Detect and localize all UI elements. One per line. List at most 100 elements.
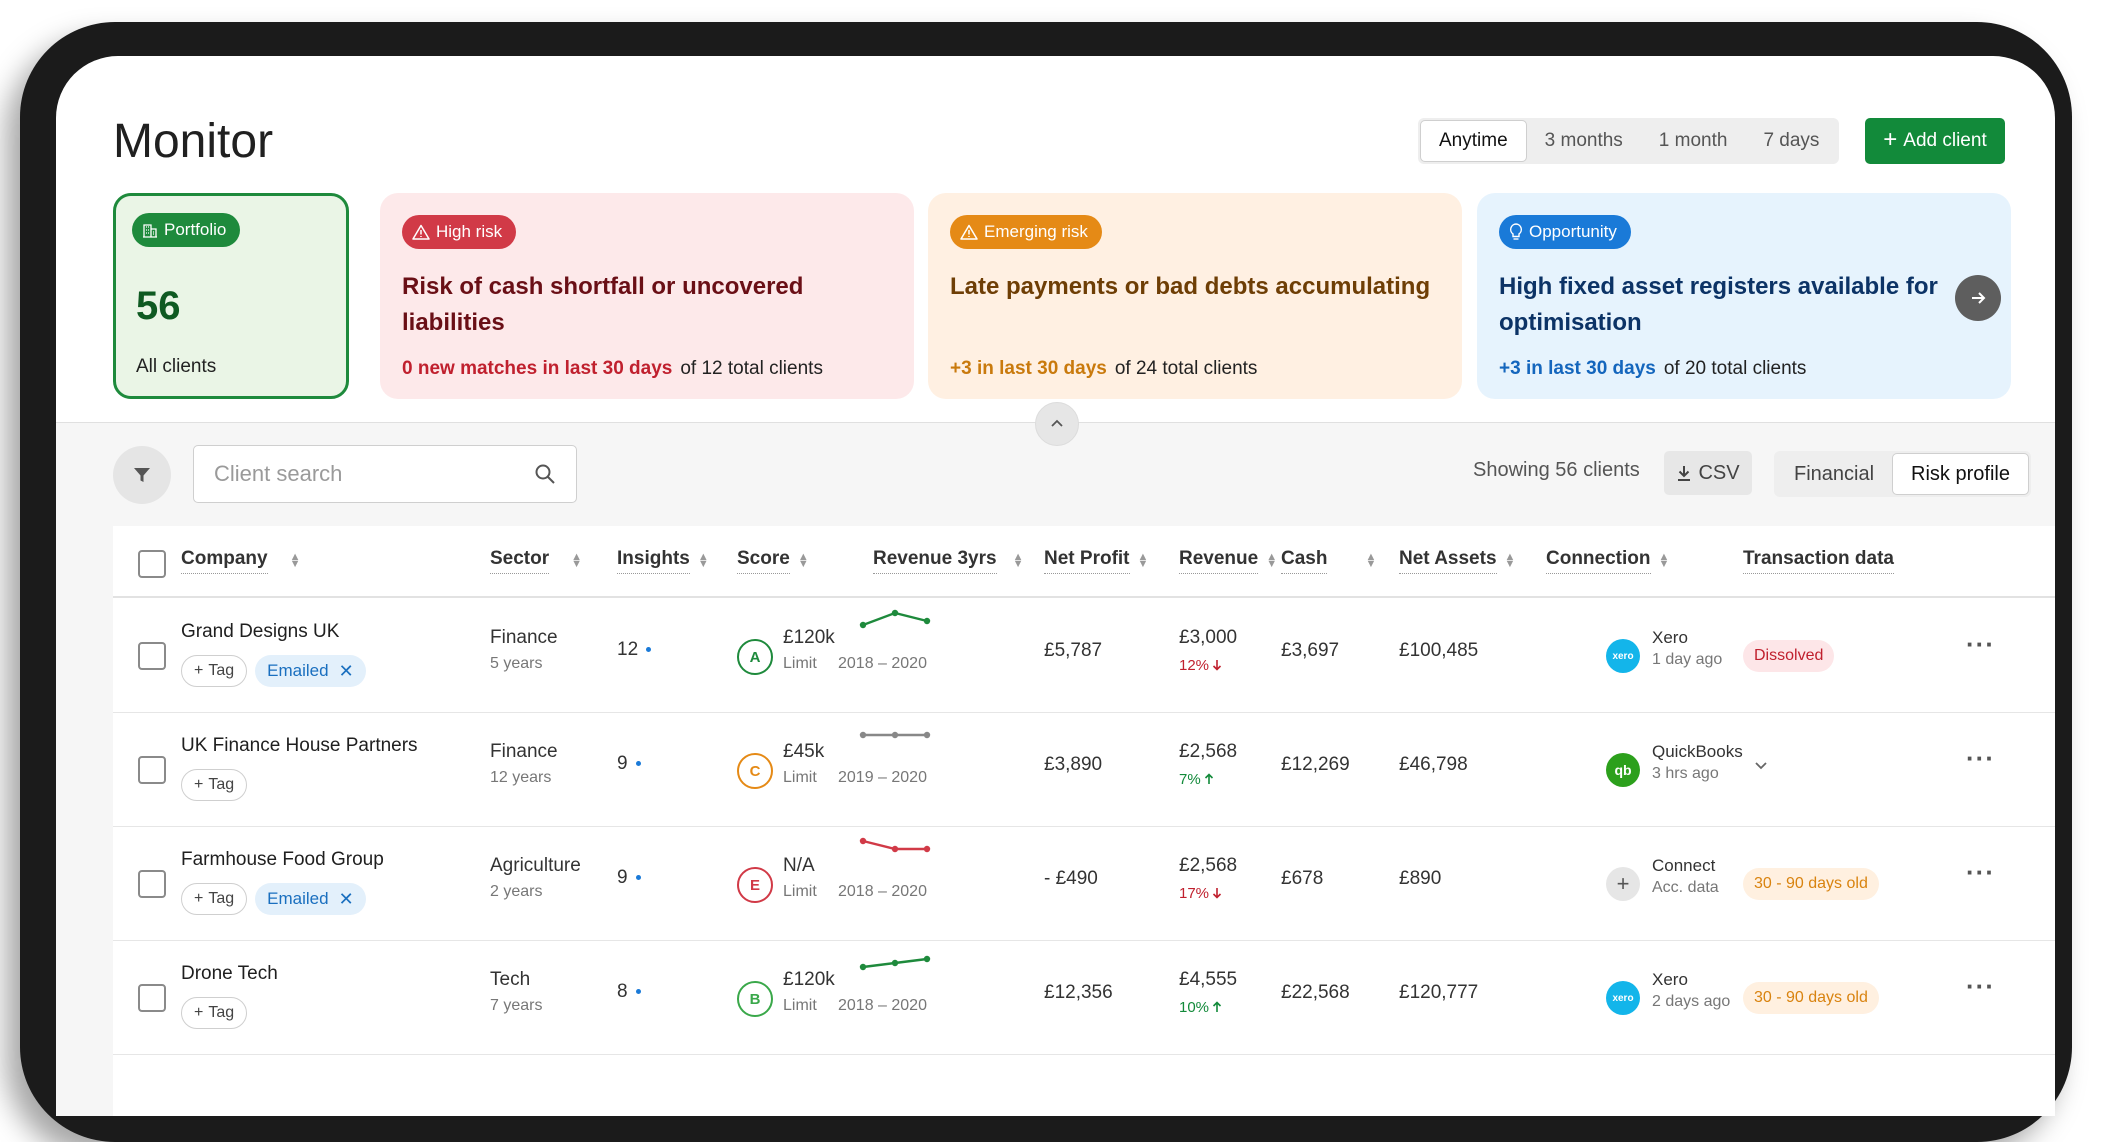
plus-icon: + — [194, 890, 204, 907]
net-profit: £12,356 — [1044, 982, 1113, 1003]
net-profit: £3,890 — [1044, 754, 1103, 775]
emerging-risk-card[interactable]: Emerging risk Late payments or bad debts… — [928, 193, 1462, 399]
revenue-change: 7% — [1179, 771, 1214, 788]
sector: Agriculture — [490, 855, 581, 876]
col-company[interactable]: Company ▲ ▼ — [181, 548, 300, 574]
filter-button[interactable] — [113, 446, 171, 504]
row-tags: + Tag — [181, 997, 248, 1029]
insights-count[interactable]: 12 — [617, 639, 652, 661]
csv-download-button[interactable]: CSV — [1664, 451, 1752, 495]
row-tags: + Tag Emailed ✕ — [181, 655, 366, 687]
revenue-trend-sparkline — [859, 731, 931, 739]
table-header: Company ▲ ▼ Sector ▲ ▼ Insights ▲ ▼ Score ▲ ▼ Re… — [113, 526, 2055, 598]
score-badge: A — [737, 639, 773, 675]
more-horizontal-icon[interactable]: ··· — [1966, 743, 1995, 773]
sector: Finance — [490, 627, 558, 648]
chevron-up-icon — [1051, 419, 1063, 427]
row-checkbox[interactable] — [138, 642, 166, 670]
table-row[interactable]: Drone Tech + Tag Tech 7 years 8 B £120k L… — [113, 941, 2055, 1055]
col-connection[interactable]: Connection ▲ ▼ — [1546, 548, 1669, 574]
revenue: £2,568 — [1179, 741, 1238, 762]
sort-icon: ▲ ▼ — [1266, 551, 1278, 570]
connection-name: QuickBooks — [1652, 742, 1743, 761]
high-risk-card[interactable]: High risk Risk of cash shortfall or unco… — [380, 193, 914, 399]
sort-icon: ▲ ▼ — [797, 551, 809, 570]
search-input[interactable] — [214, 461, 534, 487]
close-icon[interactable]: ✕ — [338, 888, 354, 909]
opportunity-sub: +3 in last 30 days of 20 total clients — [1499, 358, 1807, 379]
col-revenue-3yrs[interactable]: Revenue 3yrs ▲ ▼ — [873, 548, 1023, 574]
col-transaction-data[interactable]: Transaction data — [1743, 548, 1894, 574]
view-toggle: Financial Risk profile — [1774, 451, 2031, 497]
sector-age: 5 years — [490, 655, 543, 672]
col-net-profit[interactable]: Net Profit ▲ ▼ — [1044, 548, 1148, 574]
col-cash[interactable]: Cash ▲ ▼ — [1281, 548, 1376, 574]
portfolio-card[interactable]: Portfolio 56 All clients — [113, 193, 349, 399]
range-anytime[interactable]: Anytime — [1420, 120, 1527, 162]
sort-icon: ▲ ▼ — [697, 551, 709, 570]
search-icon[interactable] — [534, 463, 556, 485]
col-insights[interactable]: Insights ▲ ▼ — [617, 548, 709, 574]
col-sector[interactable]: Sector ▲ ▼ — [490, 548, 582, 574]
revenue-years: 2018 – 2020 — [838, 997, 927, 1014]
row-checkbox[interactable] — [138, 870, 166, 898]
net-assets: £46,798 — [1399, 754, 1468, 775]
range-7-days[interactable]: 7 days — [1763, 130, 1820, 151]
row-tags: + Tag Emailed ✕ — [181, 883, 366, 915]
table-row[interactable]: Farmhouse Food Group + Tag Emailed ✕ Agric… — [113, 827, 2055, 941]
company-name[interactable]: UK Finance House Partners — [181, 735, 418, 756]
add-client-button[interactable]: + Add client — [1865, 118, 2005, 164]
add-tag-button[interactable]: + Tag — [181, 883, 248, 915]
add-tag-button[interactable]: + Tag — [181, 769, 248, 801]
collapse-cards-button[interactable] — [1035, 402, 1079, 446]
chevron-down-icon[interactable] — [1754, 757, 1768, 773]
cash: £22,568 — [1281, 982, 1350, 1003]
transaction-status-badge: 30 - 90 days old — [1743, 868, 1879, 900]
company-name[interactable]: Grand Designs UK — [181, 621, 340, 642]
sector-age: 7 years — [490, 997, 543, 1014]
col-net-assets[interactable]: Net Assets ▲ ▼ — [1399, 548, 1515, 574]
insights-count[interactable]: 8 — [617, 981, 641, 1003]
insights-count[interactable]: 9 — [617, 753, 641, 775]
score-badge: C — [737, 753, 773, 789]
credit-limit: £45k — [783, 741, 825, 762]
net-assets: £100,485 — [1399, 640, 1479, 661]
row-checkbox[interactable] — [138, 756, 166, 784]
row-checkbox[interactable] — [138, 984, 166, 1012]
col-revenue[interactable]: Revenue ▲ ▼ — [1179, 548, 1277, 574]
connection-time: 1 day ago — [1652, 651, 1723, 668]
more-horizontal-icon[interactable]: ··· — [1966, 629, 1995, 659]
credit-limit: N/A — [783, 855, 815, 876]
more-horizontal-icon[interactable]: ··· — [1966, 971, 1995, 1001]
view-financial[interactable]: Financial — [1794, 462, 1875, 485]
range-1-month[interactable]: 1 month — [1658, 130, 1728, 151]
col-score[interactable]: Score ▲ ▼ — [737, 548, 809, 574]
cards-next-button[interactable] — [1955, 275, 2001, 321]
limit-label: Limit — [783, 655, 817, 672]
company-name[interactable]: Drone Tech — [181, 963, 278, 984]
plus-connect-icon[interactable]: + — [1606, 867, 1640, 901]
xero-logo-icon: xero — [1606, 639, 1640, 673]
opportunity-card[interactable]: Opportunity High fixed asset registers a… — [1477, 193, 2011, 399]
time-range-toggle: Anytime 3 months 1 month 7 days — [1418, 118, 1840, 164]
net-profit: - £490 — [1044, 868, 1098, 889]
more-horizontal-icon[interactable]: ··· — [1966, 857, 1995, 887]
table-row[interactable]: UK Finance House Partners + Tag Finance 1… — [113, 713, 2055, 827]
close-icon[interactable]: ✕ — [338, 660, 354, 681]
sort-icon: ▲ ▼ — [1658, 551, 1670, 570]
add-tag-button[interactable]: + Tag — [181, 997, 248, 1029]
table-row[interactable]: Grand Designs UK + Tag Emailed ✕ Finance 5… — [113, 599, 2055, 713]
view-risk-profile[interactable]: Risk profile — [1892, 453, 2029, 495]
high-risk-sub: 0 new matches in last 30 days of 12 total… — [402, 358, 823, 379]
select-all-checkbox[interactable] — [138, 550, 166, 578]
add-client-label: Add client — [1903, 130, 1987, 151]
range-3-months[interactable]: 3 months — [1544, 130, 1623, 151]
sort-icon: ▲ ▼ — [1365, 551, 1377, 570]
company-name[interactable]: Farmhouse Food Group — [181, 849, 384, 870]
add-tag-button[interactable]: + Tag — [181, 655, 248, 687]
arrow-right-icon — [1972, 292, 1986, 304]
high-risk-badge: High risk — [402, 215, 517, 249]
insights-count[interactable]: 9 — [617, 867, 641, 889]
sort-icon: ▲ ▼ — [1012, 551, 1024, 570]
client-search[interactable] — [193, 445, 577, 503]
